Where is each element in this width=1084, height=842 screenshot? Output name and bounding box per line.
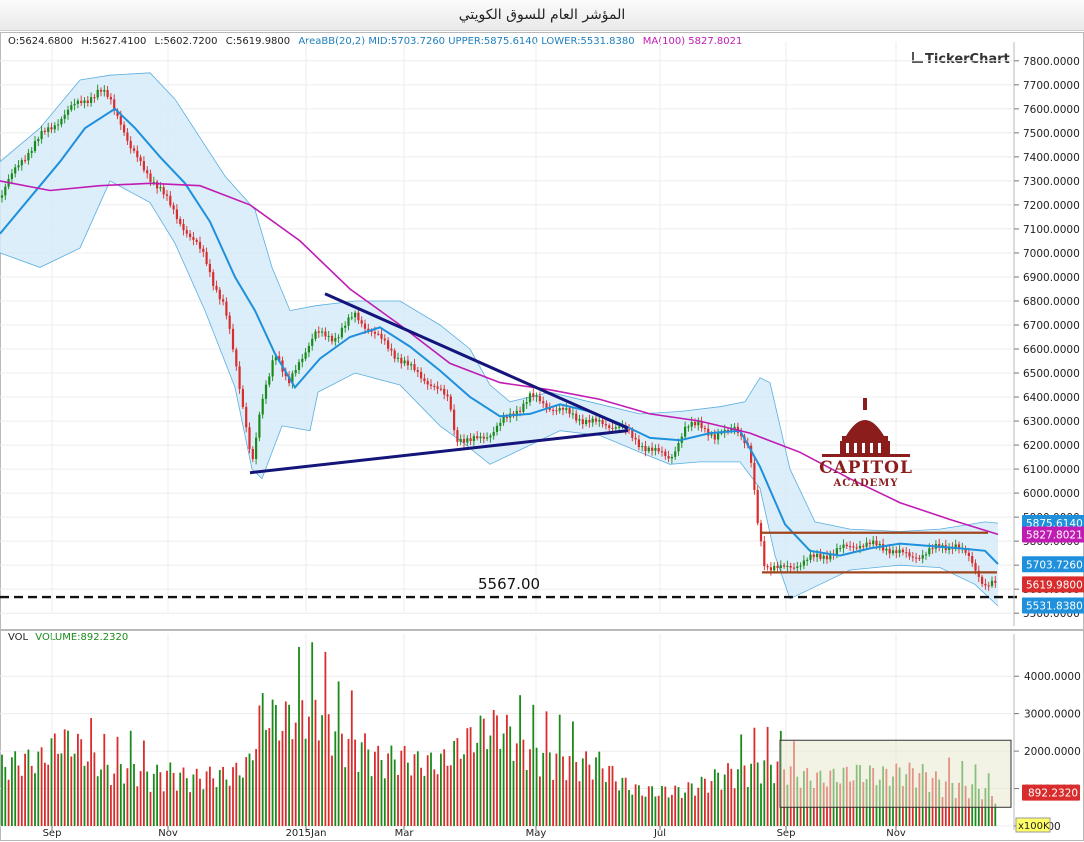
capitol-dome-icon — [822, 398, 910, 457]
bollinger-readout: AreaBB(20,2) MID:5703.7260 UPPER:5875.61… — [298, 36, 635, 47]
window-title: المؤشر العام للسوق الكويتي — [0, 0, 1084, 31]
volume-panel[interactable] — [0, 630, 1084, 841]
volume-value: VOLUME:892.2320 — [35, 632, 129, 643]
logo-line2: ACADEMY — [833, 478, 899, 489]
low-value: L:5602.7200 — [154, 36, 218, 47]
tickerchart-watermark: TickerChart — [912, 52, 1010, 67]
price-panel[interactable] — [0, 32, 1084, 630]
volume-label: VOL — [8, 632, 29, 643]
ma-readout: MA(100) 5827.8021 — [642, 36, 743, 47]
high-value: H:5627.4100 — [81, 36, 147, 47]
open-value: O:5624.6800 — [8, 36, 74, 47]
volume-readout: VOL VOLUME:892.2320 — [8, 632, 128, 643]
close-value: C:5619.9800 — [225, 36, 291, 47]
logo-line1: CAPITOL — [819, 458, 913, 478]
ohlc-readout: O:5624.6800 H:5627.4100 L:5602.7200 C:56… — [8, 36, 747, 47]
chart-icon — [912, 52, 923, 63]
capitol-academy-logo: CAPITOL ACADEMY — [818, 396, 914, 492]
